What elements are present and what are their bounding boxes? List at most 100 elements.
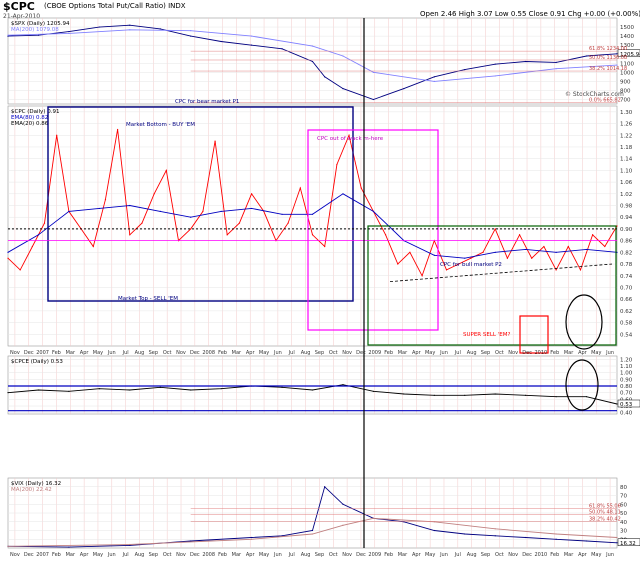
cpc-data-point	[43, 222, 46, 224]
vix-series-line	[7, 485, 618, 548]
cpc-data-point	[311, 234, 314, 236]
spx-data-point	[525, 60, 527, 63]
cpc-x-tick-label: Dec	[190, 350, 200, 356]
cpc-x-tick-label: Feb	[218, 350, 227, 356]
cpc-x-tick-label: Apr	[246, 350, 256, 356]
vix-x-tick-label: Apr	[578, 552, 588, 558]
cpc-x-tick-label: Jul	[288, 350, 295, 356]
spx-fib-label: 61.8% 1234.00	[589, 46, 627, 52]
cpc-data-point	[506, 257, 508, 259]
cpc-x-tick-label: May	[93, 350, 103, 356]
spx-data-point	[372, 71, 374, 73]
spx-data-point	[159, 28, 161, 30]
vix-x-tick-label: Jul	[288, 552, 295, 558]
spx-data-point	[311, 45, 314, 47]
cpc-data-point	[129, 204, 131, 207]
spx-data-point	[464, 69, 466, 71]
cpc-data-point	[409, 251, 411, 253]
vix-last-value-box	[617, 538, 640, 546]
spx-data-point	[251, 35, 253, 37]
cpc-data-point	[324, 245, 326, 248]
vix-x-tick-label: 2010	[535, 552, 548, 558]
symbol-description: (CBOE Options Total Put/Call Ratio) INDX	[44, 2, 186, 10]
spx-data-point	[433, 76, 435, 78]
spx-data-point	[7, 34, 9, 36]
cpc-tick-label: 1.22	[620, 133, 632, 139]
cpc-annotation: SUPER SELL 'EM?	[463, 332, 510, 338]
vix-x-tick-label: May	[591, 552, 601, 558]
cpc-data-point	[518, 234, 521, 236]
cpc-x-tick-label: Mar	[564, 350, 574, 356]
cpc-x-tick-label: May	[259, 350, 269, 356]
cpce-data-point	[616, 403, 618, 405]
out-of-wack-box	[307, 129, 439, 331]
vix-x-tick-label: Feb	[218, 552, 227, 558]
cpce-current-circle	[565, 359, 599, 411]
cpc-tick-label: 1.26	[620, 122, 633, 128]
cpce-data-point	[68, 390, 70, 392]
cpce-data-point	[37, 389, 40, 391]
cpc-tick-label: 0.94	[620, 215, 633, 221]
spx-data-point	[7, 35, 9, 37]
vix-data-point	[251, 536, 253, 539]
cpc-data-point	[616, 251, 618, 253]
cpce-legend-item: $CPCE (Daily) 0.53	[11, 359, 63, 365]
vix-data-point	[68, 546, 70, 548]
cpc-x-tick-label: Jun	[439, 350, 448, 356]
cpc-legend-item: EMA(20) 0.86	[11, 121, 49, 127]
vix-data-point	[7, 545, 9, 547]
cpc-x-tick-label: Apr	[412, 350, 422, 356]
vix-fib-label: 38.2% 40.42	[589, 516, 621, 522]
cpc-x-tick-label: Dec	[24, 350, 34, 356]
cpc-data-point	[525, 248, 527, 251]
vix-data-point	[464, 533, 466, 535]
spx-fib-label: 38.2% 1014.18	[589, 66, 627, 72]
vix-x-tick-label: Sep	[481, 552, 490, 558]
cpc-data-point	[56, 134, 58, 136]
vix-x-tick-label: Aug	[467, 552, 477, 558]
cpc-tick-label: 0.62	[620, 309, 632, 315]
vix-x-tick-label: Apr	[246, 552, 256, 558]
cpc-data-point	[311, 213, 314, 215]
vix-last-value: 16.32	[620, 541, 636, 547]
cpce-data-point	[311, 389, 314, 391]
vix-x-tick-label: Sep	[315, 552, 324, 558]
cpc-data-point	[372, 210, 374, 212]
cpc-tick-label: 0.78	[620, 262, 633, 268]
cpc-x-tick-label: 2009	[368, 350, 381, 356]
vix-x-tick-label: Nov	[176, 552, 186, 558]
cpc-data-point	[494, 228, 496, 230]
cpc-trendline	[389, 263, 613, 283]
spx-data-point	[433, 80, 435, 82]
cpc-annotation: CPC for bull market P2	[440, 262, 502, 268]
vix-fib-label: 50.0% 48.11	[589, 510, 621, 516]
cpc-data-point	[220, 210, 222, 212]
vix-x-tick-label: Oct	[329, 552, 338, 558]
cpc-data-point	[202, 210, 204, 212]
cpce-tick-label: 1.00	[620, 371, 633, 377]
cpc-data-point	[251, 207, 253, 210]
vix-x-tick-label: Nov	[508, 552, 518, 558]
vix-data-point	[190, 540, 192, 542]
cpc-data-point	[251, 193, 253, 195]
vix-x-tick-label: Mar	[398, 552, 408, 558]
vix-series-line	[7, 517, 618, 547]
cpc-annotation: CPC for bear market P1	[175, 99, 239, 105]
cpc-data-point	[104, 199, 107, 201]
vix-x-tick-label: May	[93, 552, 103, 558]
cpc-x-tick-label: Oct	[495, 350, 504, 356]
vix-data-point	[555, 533, 557, 535]
cpce-tick-label: 0.80	[620, 384, 633, 390]
spx-data-point	[281, 48, 283, 50]
cpc-tick-label: 0.66	[620, 297, 633, 303]
cpc-x-tick-label: Sep	[149, 350, 158, 356]
cpc-x-tick-label: 2010	[535, 350, 548, 356]
cpc-data-point	[129, 234, 131, 236]
cpce-last-value-box	[617, 399, 640, 408]
vix-x-tick-label: Dec	[356, 552, 366, 558]
cpc-x-tick-label: Oct	[329, 350, 338, 356]
cpc-tick-label: 0.98	[620, 204, 633, 210]
cpc-data-point	[445, 269, 448, 271]
cpc-x-tick-label: Feb	[550, 350, 559, 356]
cpce-data-point	[464, 394, 466, 396]
